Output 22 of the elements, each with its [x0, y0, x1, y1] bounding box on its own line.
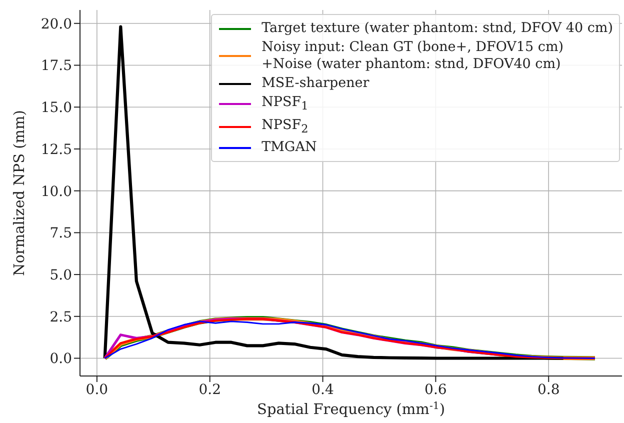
legend-label: Noisy input: Clean GT (bone+, DFOV15 cm) +Noise (water phantom: stnd, DFOV40 cm) [262, 39, 564, 73]
y-tick-label: 2.5 [50, 309, 72, 326]
y-tick-label: 15.0 [40, 100, 72, 116]
x-axis-title: Spatial Frequency (mm$^{-1}$) [257, 400, 445, 418]
y-tick-label: 12.5 [40, 142, 72, 158]
legend-label: NPSF$_{2}$ [262, 116, 308, 138]
y-tick-label: 10.0 [40, 184, 72, 200]
y-tick-label: 5.0 [50, 268, 72, 284]
y-tick-label: 17.5 [40, 58, 72, 74]
x-tick-label: 0.2 [198, 382, 221, 398]
y-tick-label: 20.0 [40, 16, 72, 32]
x-tick-label: 0.4 [312, 382, 334, 398]
legend-label: NPSF$_{1}$ [262, 94, 308, 115]
legend-label: Target texture (water phantom: stnd, DFOV 40 cm) [262, 20, 613, 37]
legend-label: TMGAN [262, 139, 317, 156]
y-tick-label: 0.0 [50, 351, 72, 368]
y-tick-label: 7.5 [50, 226, 72, 242]
x-tick-label: 0.6 [424, 382, 447, 398]
legend-label: MSE-sharpener [262, 75, 370, 92]
x-tick-label: 0.0 [86, 382, 108, 398]
x-tick-label: 0.8 [537, 382, 560, 398]
y-axis-title: Normalized NPS (mm) [12, 110, 28, 276]
